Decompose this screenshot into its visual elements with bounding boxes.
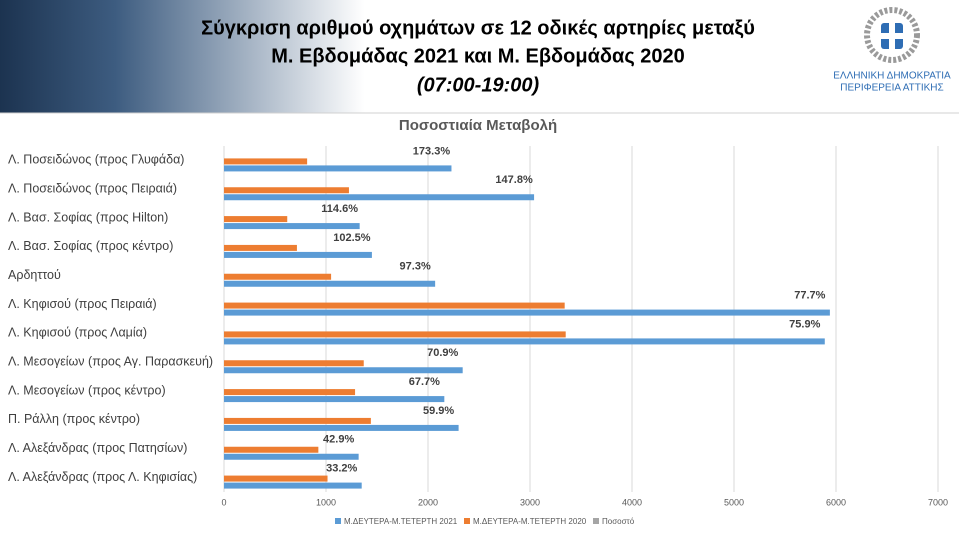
legend-label: Ποσοστό	[602, 517, 635, 526]
data-label: 59.9%	[423, 405, 454, 417]
y-tick-label: Λ. Μεσογείων (προς κέντρο)	[8, 383, 166, 397]
y-tick-label: Λ. Βασ. Σοφίας (προς Hilton)	[8, 210, 168, 224]
bar	[224, 338, 825, 345]
y-tick-label: Λ. Μεσογείων (προς Αγ. Παρασκευή)	[8, 355, 213, 369]
bar	[224, 194, 535, 201]
bar	[224, 360, 364, 367]
x-tick-label: 7000	[928, 497, 948, 507]
y-tick-label: Λ. Κηφισού (προς Λαμία)	[8, 326, 147, 340]
title-line: Μ. Εβδομάδας 2021 και Μ. Εβδομάδας 2020	[271, 45, 685, 67]
bar	[224, 158, 308, 165]
bar	[224, 453, 359, 460]
y-tick-label: Λ. Αλεξάνδρας (προς Πατησίων)	[8, 441, 187, 455]
bar	[224, 244, 297, 251]
x-tick-label: 0	[221, 497, 226, 507]
x-tick-label: 1000	[316, 497, 336, 507]
data-label: 114.6%	[321, 203, 358, 215]
x-tick-label: 4000	[622, 497, 642, 507]
y-tick-label: Λ. Ποσειδώνος (προς Γλυφάδα)	[8, 153, 184, 167]
x-tick-label: 5000	[724, 497, 744, 507]
data-label: 67.7%	[409, 376, 440, 388]
bar	[224, 446, 319, 453]
data-label: 147.8%	[495, 174, 533, 186]
bar	[224, 367, 463, 374]
bar	[224, 396, 445, 403]
bar	[224, 165, 452, 172]
bar	[224, 187, 349, 194]
y-tick-label: Λ. Ποσειδώνος (προς Πειραιά)	[8, 182, 177, 196]
legend-label: Μ.ΔΕΥΤΕΡΑ-Μ.ΤΕΤΕΡΤΗ 2021	[344, 517, 458, 526]
bar	[224, 216, 288, 223]
chart-title: Ποσοστιαία Μεταβολή	[399, 117, 557, 134]
logo-text: ΕΛΛΗΝΙΚΗ ΔΗΜΟΚΡΑΤΙΑ	[833, 71, 951, 82]
x-tick-label: 3000	[520, 497, 540, 507]
data-label: 42.9%	[323, 434, 354, 446]
logo-text: ΠΕΡΙΦΕΡΕΙΑ ΑΤΤΙΚΗΣ	[840, 83, 943, 94]
bar	[224, 417, 371, 424]
data-label: 173.3%	[413, 145, 451, 157]
bar	[224, 251, 372, 258]
bar	[224, 482, 362, 489]
data-label: 97.3%	[400, 261, 431, 273]
y-tick-label: Λ. Αλεξάνδρας (προς Λ. Κηφισίας)	[8, 470, 197, 484]
title-line: Σύγκριση αριθμού οχημάτων σε 12 οδικές α…	[201, 17, 755, 39]
y-tick-label: Αρδηττού	[8, 268, 61, 282]
bar	[224, 424, 459, 431]
y-tick-label: Π. Ράλλη (προς κέντρο)	[8, 412, 140, 426]
bar	[224, 475, 328, 482]
legend-swatch	[335, 518, 341, 524]
legend-swatch	[464, 518, 470, 524]
legend-swatch	[593, 518, 599, 524]
data-label: 77.7%	[794, 289, 825, 301]
x-tick-label: 6000	[826, 497, 846, 507]
data-label: 102.5%	[333, 232, 371, 244]
title-line: (07:00-19:00)	[417, 74, 540, 96]
bar	[224, 302, 565, 309]
bar	[224, 273, 332, 280]
legend-label: Μ.ΔΕΥΤΕΡΑ-Μ.ΤΕΤΕΡΤΗ 2020	[473, 517, 587, 526]
data-label: 70.9%	[427, 347, 458, 359]
bar	[224, 309, 830, 316]
bar	[224, 280, 436, 287]
bar	[224, 331, 566, 338]
bar	[224, 389, 356, 396]
data-label: 33.2%	[326, 462, 357, 474]
header-band	[0, 0, 959, 113]
bar	[224, 223, 360, 230]
logo-emblem	[864, 7, 920, 63]
y-tick-label: Λ. Κηφισού (προς Πειραιά)	[8, 297, 157, 311]
data-label: 75.9%	[789, 318, 820, 330]
y-tick-label: Λ. Βασ. Σοφίας (προς κέντρο)	[8, 239, 173, 253]
x-tick-label: 2000	[418, 497, 438, 507]
